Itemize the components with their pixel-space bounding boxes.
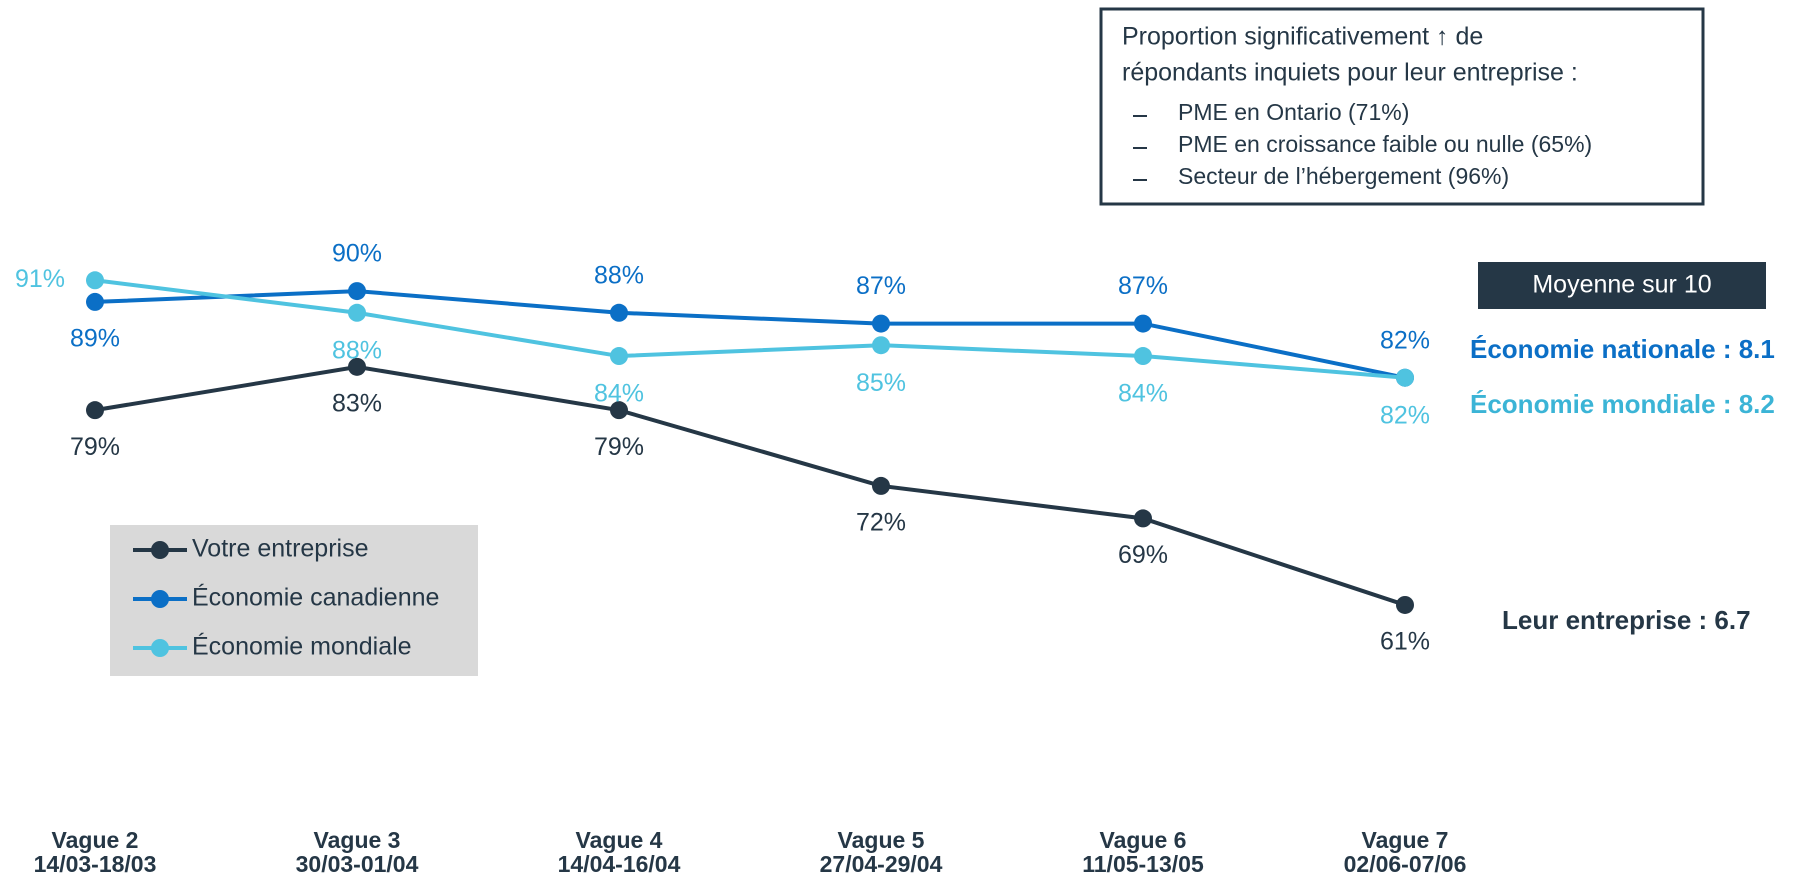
value-label: 82% [1380,326,1430,354]
value-label: 88% [594,261,644,289]
value-label: 85% [856,369,906,397]
note-line: Proportion significativement ↑ de [1122,23,1483,51]
average-label: Économie mondiale : 8.2 [1470,389,1775,419]
point [610,303,628,322]
value-label: 72% [856,509,906,537]
value-label: 87% [1118,272,1168,300]
value-label: 82% [1380,401,1430,429]
value-label: 83% [332,389,382,417]
point [872,314,890,333]
x-tick-label: Vague 2 [52,827,139,853]
average-title: Moyenne sur 10 [1532,271,1711,299]
x-tick-date: 30/03-01/04 [296,851,419,877]
point [1134,509,1152,528]
average-label: Économie nationale : 8.1 [1470,334,1775,364]
x-tick-date: 02/06-07/06 [1344,851,1467,877]
x-tick-label: Vague 6 [1100,827,1187,853]
point [872,336,890,355]
point [86,401,104,420]
x-tick-date: 11/05-13/05 [1082,851,1204,877]
point [348,282,366,301]
series-line [94,364,1406,607]
note-item: PME en Ontario (71%) [1178,99,1409,125]
series-line [94,278,1406,380]
note-item: PME en croissance faible ou nulle (65%) [1178,131,1592,157]
value-label: 88% [332,336,382,364]
note-line: répondants inquiets pour leur entreprise… [1122,59,1578,87]
value-label: 61% [1380,628,1430,656]
value-label: 84% [594,380,644,408]
series-line [94,289,1406,380]
x-tick-label: Vague 3 [314,827,401,853]
point [610,347,628,366]
point [1134,347,1152,366]
point [872,476,890,495]
point [86,292,104,311]
legend-marker [151,541,169,559]
point [610,401,628,420]
value-label: 87% [856,272,906,300]
value-label: 89% [70,325,120,353]
average-label: Leur entreprise : 6.7 [1502,605,1751,635]
value-label: 79% [594,433,644,461]
average-title-box [1478,262,1766,309]
legend-label: Votre entreprise [192,535,369,563]
legend-label: Économie mondiale [192,632,412,661]
legend-marker [151,639,169,657]
value-label: 84% [1118,380,1168,408]
note-box [1099,7,1705,206]
legend-label: Économie canadienne [192,583,439,612]
x-tick-label: Vague 5 [838,827,925,853]
x-tick-label: Vague 7 [1362,827,1449,853]
x-tick-date: 14/04-16/04 [558,851,681,877]
legend-marker [151,590,169,608]
x-tick-date: 14/03-18/03 [34,851,157,877]
x-tick-date: 27/04-29/04 [820,851,943,877]
x-tick-label: Vague 4 [576,827,663,853]
point [1134,314,1152,333]
point [1396,595,1414,614]
point [348,357,366,376]
value-label: 90% [332,240,382,268]
note-item: Secteur de l’hébergement (96%) [1178,163,1509,189]
value-label: 79% [70,433,120,461]
point [1396,368,1414,387]
value-label: 69% [1118,541,1168,569]
point [86,271,104,290]
value-label: 91% [15,265,65,293]
point [348,303,366,322]
